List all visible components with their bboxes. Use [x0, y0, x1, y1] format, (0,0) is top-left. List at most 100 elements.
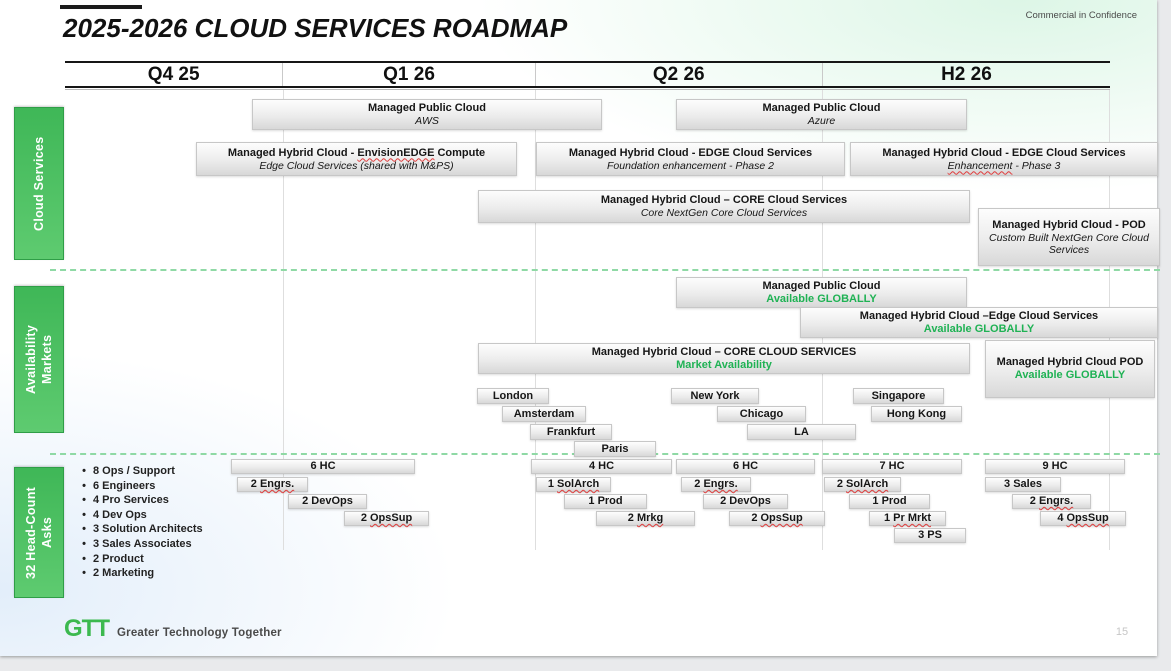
headcount-count: 1: [547, 478, 557, 490]
headcount-count: 2: [720, 495, 730, 507]
headcount-label: 7 HC: [879, 460, 905, 472]
headcount-label: 4 HC: [588, 460, 615, 472]
headcount-role: OpsSup: [1066, 512, 1109, 524]
classification-label: Commercial in Confidence: [1025, 10, 1137, 21]
market-chip-frankfurt: Frankfurt: [530, 424, 612, 440]
bar-status: Available GLOBALLY: [766, 292, 877, 305]
row-label-headcount-asks: 32 Head-Count Asks: [14, 467, 64, 598]
headcount-count: 2: [836, 478, 846, 490]
market-label: Singapore: [871, 389, 926, 402]
ask-label: 2 Marketing: [93, 567, 155, 580]
bar-title: Managed Hybrid Cloud - EDGE Cloud Servic…: [568, 146, 813, 159]
headcount-label: 1 Prod: [569, 495, 642, 508]
bar-subtitle: Core NextGen Core Cloud Services: [640, 207, 808, 219]
headcount-label: 2 Mrkg: [601, 512, 690, 525]
gtt-logo: GTT Greater Technology Together: [64, 615, 282, 643]
gridline: [283, 90, 284, 550]
headcount-label: 2 DevOps: [708, 495, 783, 508]
headcount-role: DevOps: [311, 495, 353, 507]
headcount-role: PS: [927, 529, 942, 541]
ask-item: • 4 Dev Ops: [75, 508, 235, 523]
bar-title-text: Managed Hybrid Cloud -: [227, 146, 358, 159]
timeline-header: Q4 25 Q1 26 Q2 26 H2 26: [65, 61, 1110, 88]
ask-label: 8 Ops / Support: [93, 465, 175, 477]
timeline-header-q2-26: Q2 26: [534, 63, 822, 86]
headcount-chip: 2 SolArch: [824, 477, 901, 492]
headcount-total-chip: 9 HC: [985, 459, 1125, 474]
headcount-count: 2: [250, 478, 260, 490]
bar-subtitle: Edge Cloud Services (shared with M&PS): [259, 159, 454, 172]
headcount-chip: 2 DevOps: [703, 494, 788, 509]
bar-subtitle: Azure: [807, 115, 836, 127]
availability-bar-hybrid-edge: Managed Hybrid Cloud –Edge Cloud Service…: [800, 307, 1158, 338]
bar-subtitle-misspelled: Enhancement: [947, 159, 1013, 172]
row-label-availability-markets: Availability Markets: [14, 286, 64, 433]
headcount-count: 2: [694, 478, 704, 490]
headcount-role: Engrs.: [1038, 495, 1074, 507]
headcount-count: 2: [751, 512, 761, 524]
ask-label: 4 Pro Services: [93, 494, 169, 507]
market-label: LA: [794, 425, 809, 438]
headcount-label: 2 Engrs.: [242, 478, 303, 491]
roadmap-bar-managed-public-cloud-aws: Managed Public Cloud AWS: [252, 99, 602, 130]
bar-status: Available GLOBALLY: [1014, 369, 1126, 381]
headcount-count: 4: [1057, 512, 1067, 524]
ask-item: • 6 Engineers: [75, 479, 235, 494]
headcount-chip: 1 Prod: [564, 494, 647, 509]
headcount-total-chip: 4 HC: [531, 459, 672, 474]
market-label: Chicago: [739, 407, 784, 420]
headcount-count: 2: [627, 512, 637, 524]
ask-item: • 2 Marketing: [75, 566, 235, 581]
availability-bar-hybrid-core: Managed Hybrid Cloud – CORE CLOUD SERVIC…: [478, 343, 970, 374]
market-chip-hong-kong: Hong Kong: [871, 406, 962, 422]
roadmap-bar-hybrid-core: Managed Hybrid Cloud – CORE Cloud Servic…: [478, 190, 970, 223]
roadmap-bar-hybrid-envisionedge: Managed Hybrid Cloud - EnvisionEDGE Comp…: [196, 142, 517, 176]
headcount-chip: 3 Sales: [985, 477, 1061, 492]
gtt-logo-tagline: Greater Technology Together: [117, 627, 282, 639]
market-chip-london: London: [477, 388, 549, 404]
ask-label: 4 Dev Ops: [93, 508, 147, 521]
bullet-icon: •: [82, 465, 86, 477]
roadmap-bar-hybrid-pod: Managed Hybrid Cloud - POD Custom Built …: [978, 208, 1160, 266]
bar-title: Managed Public Cloud: [762, 279, 881, 292]
bullet-icon: •: [82, 523, 86, 536]
headcount-count: 3: [1004, 478, 1014, 490]
headcount-count: 1: [872, 495, 882, 507]
headcount-chip: 2 OpsSup: [729, 511, 825, 526]
bar-subtitle-text: - Phase 3: [1012, 159, 1061, 172]
availability-bar-managed-public-cloud: Managed Public Cloud Available GLOBALLY: [676, 277, 967, 308]
bar-title-misspelled: EnvisionEDGE: [357, 146, 435, 159]
bar-status: Available GLOBALLY: [923, 322, 1035, 335]
headcount-role: Prod: [597, 495, 623, 507]
ask-item: • 2 Product: [75, 552, 235, 567]
headcount-chip: 2 Mrkg: [596, 511, 695, 526]
bullet-icon: •: [82, 537, 86, 550]
bar-subtitle: Foundation enhancement - Phase 2: [607, 159, 774, 172]
headcount-chip: 4 OpsSup: [1040, 511, 1126, 526]
bar-title: Managed Hybrid Cloud –Edge Cloud Service…: [859, 309, 1099, 322]
headcount-label: 3 Sales: [990, 478, 1056, 491]
headcount-label: 3 PS: [899, 529, 961, 542]
headcount-label: 4 OpsSup: [1045, 512, 1121, 525]
headcount-chip: 3 PS: [894, 528, 966, 543]
market-label: Hong Kong: [886, 407, 947, 420]
bar-subtitle: Enhancement - Phase 3: [855, 160, 1153, 172]
headcount-chip: 2 Engrs.: [237, 477, 308, 492]
bar-title-text: Compute: [434, 146, 486, 159]
market-chip-new-york: New York: [671, 388, 759, 404]
headcount-label: 6 HC: [732, 460, 759, 472]
headcount-total-chip: 6 HC: [676, 459, 815, 474]
ask-label: 3 Solution Architects: [93, 523, 203, 536]
market-label: Frankfurt: [546, 425, 596, 438]
gridline: [535, 90, 536, 550]
timeline-header-q1-26: Q1 26: [282, 63, 534, 86]
headcount-chip: 1 Pr Mrkt: [869, 511, 946, 526]
market-chip-singapore: Singapore: [853, 388, 944, 404]
ask-item: • 8 Ops / Support: [75, 464, 235, 479]
availability-bar-hybrid-pod: Managed Hybrid Cloud POD Available GLOBA…: [985, 340, 1155, 398]
headcount-label: 1 SolArch: [541, 478, 606, 491]
bullet-icon: •: [82, 508, 86, 521]
market-chip-chicago: Chicago: [717, 406, 806, 422]
headcount-count: 3: [918, 529, 928, 541]
